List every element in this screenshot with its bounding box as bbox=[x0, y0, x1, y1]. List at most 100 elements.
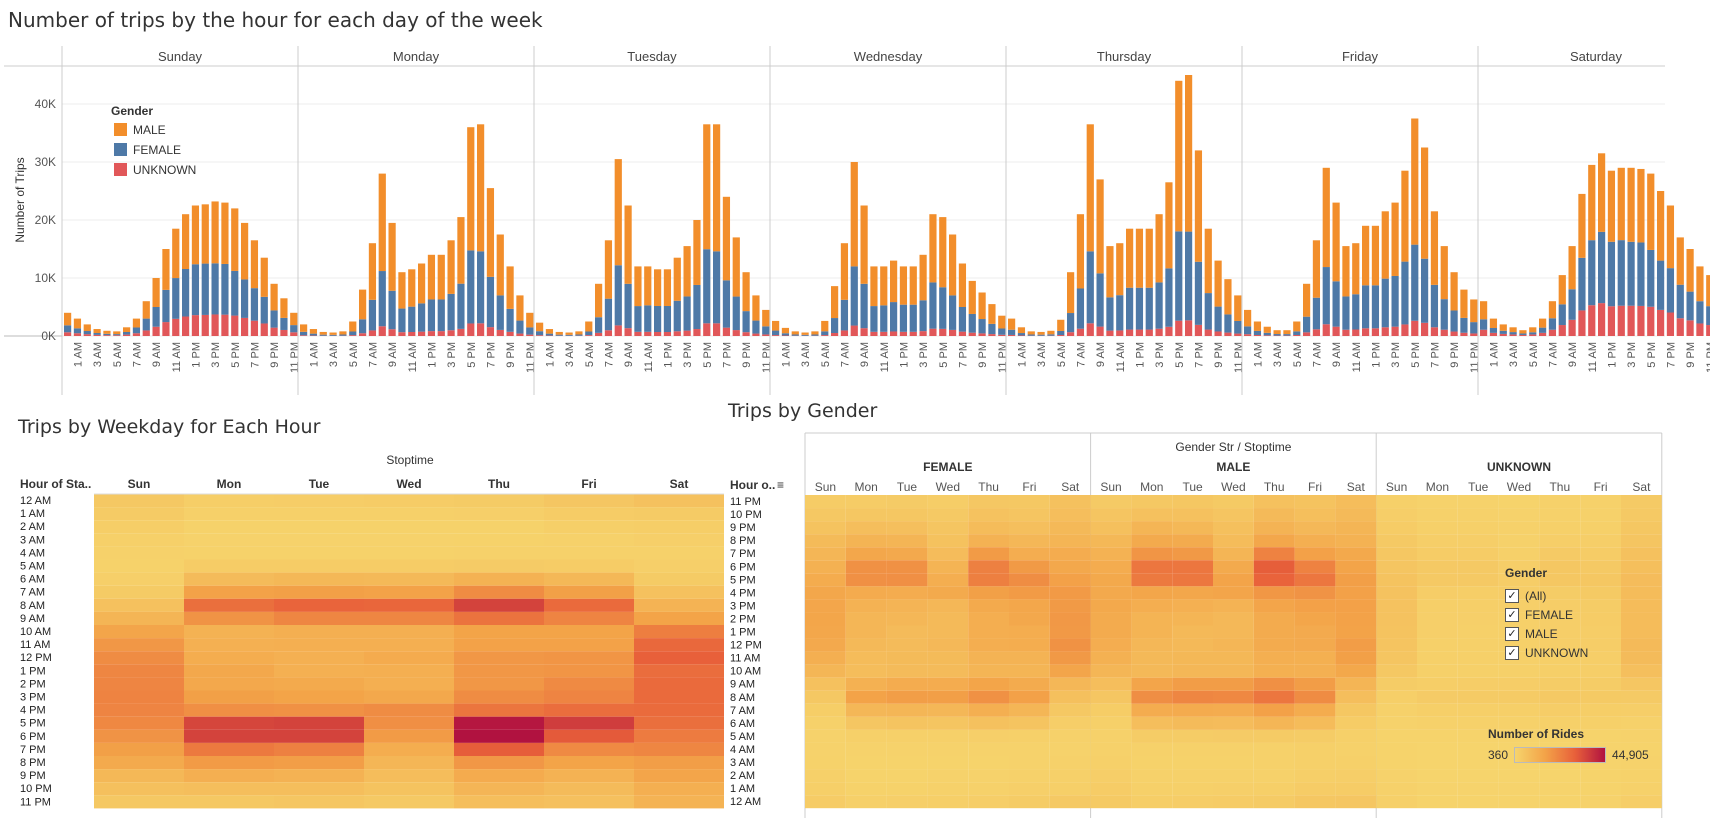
bar-segment-female bbox=[860, 283, 868, 329]
checkbox-checked-icon[interactable]: ✓ bbox=[1505, 645, 1519, 660]
heat-cell bbox=[1253, 677, 1295, 691]
heat-cell bbox=[1539, 495, 1581, 509]
heat-cell bbox=[968, 612, 1009, 626]
heat-cell bbox=[1457, 612, 1499, 626]
heat-cell bbox=[805, 742, 846, 756]
x-tick-label: 1 AM bbox=[1252, 342, 1264, 367]
bar-segment-male bbox=[742, 272, 750, 312]
heat-cell bbox=[274, 782, 364, 796]
col-header-mon: Mon bbox=[217, 477, 242, 491]
bar-segment-female bbox=[1076, 288, 1085, 329]
row-label: 5 PM bbox=[730, 574, 756, 586]
bar-segment-male bbox=[565, 332, 573, 335]
bar-segment-female bbox=[536, 331, 544, 336]
bar-segment-male bbox=[978, 292, 986, 320]
heat-cell bbox=[805, 782, 846, 796]
heat-cell bbox=[1131, 664, 1173, 678]
heat-cell bbox=[927, 495, 969, 509]
filter-option-male[interactable]: ✓ MALE bbox=[1505, 624, 1588, 643]
bar-segment-male bbox=[1224, 279, 1232, 315]
bar-segment-unknown bbox=[241, 317, 249, 336]
heat-cell bbox=[1131, 547, 1173, 561]
heat-cell bbox=[1049, 742, 1091, 756]
heat-cell bbox=[1213, 521, 1254, 535]
bar-segment-male bbox=[1126, 228, 1134, 288]
bar-segment-male bbox=[1106, 246, 1114, 298]
heat-cell bbox=[1294, 612, 1336, 626]
bar-segment-male bbox=[309, 329, 318, 334]
heat-cell bbox=[1621, 716, 1662, 730]
bar-segment-female bbox=[899, 304, 908, 332]
row-label: 3 PM bbox=[20, 692, 46, 704]
heat-cell bbox=[1621, 769, 1662, 783]
heat-cell bbox=[544, 611, 634, 625]
heat-cell bbox=[1457, 769, 1499, 783]
bar-segment-unknown bbox=[614, 325, 622, 336]
heat-cell bbox=[1580, 573, 1621, 587]
heat-cell bbox=[634, 795, 724, 809]
heat-cell bbox=[94, 729, 184, 743]
bar-segment-unknown bbox=[427, 331, 436, 336]
x-tick-label: 1 PM bbox=[1606, 342, 1618, 368]
heat-cell bbox=[1090, 560, 1132, 574]
bar-segment-female bbox=[801, 334, 809, 336]
heat-cell bbox=[1131, 703, 1173, 717]
heat-cell bbox=[364, 585, 454, 599]
heat-cell bbox=[805, 547, 846, 561]
x-tick-label: 3 PM bbox=[446, 342, 458, 368]
heat-cell bbox=[454, 756, 544, 770]
heat-cell bbox=[634, 598, 724, 612]
heat-cell bbox=[274, 651, 364, 665]
heat-cell bbox=[968, 677, 1009, 691]
x-tick-label: 1 AM bbox=[1016, 342, 1028, 367]
checkbox-checked-icon[interactable]: ✓ bbox=[1505, 588, 1519, 603]
gender-filter-title: Gender bbox=[1505, 566, 1548, 580]
filter-option-all[interactable]: ✓ (All) bbox=[1505, 586, 1588, 605]
weekday-heatmap: Stoptime Hour of Sta.. Sun Mon Tue Wed Thu Fri S… bbox=[20, 453, 724, 809]
bar-segment-male bbox=[536, 322, 544, 332]
heat-cell bbox=[1335, 729, 1377, 743]
checkbox-checked-icon[interactable]: ✓ bbox=[1505, 607, 1519, 622]
bar-segment-unknown bbox=[1332, 326, 1340, 336]
heat-cell bbox=[274, 716, 364, 730]
bar-segment-male bbox=[250, 240, 259, 289]
heat-cell bbox=[1049, 756, 1091, 770]
bar-segment-male bbox=[1647, 173, 1655, 250]
checkbox-checked-icon[interactable]: ✓ bbox=[1505, 626, 1519, 641]
heat-cell bbox=[1213, 729, 1254, 743]
heat-cell bbox=[1172, 573, 1213, 587]
bar-segment-female bbox=[1037, 334, 1045, 336]
heat-cell bbox=[1253, 795, 1295, 809]
bar-segment-female bbox=[1440, 299, 1448, 330]
y-tick-label: 10K bbox=[35, 271, 56, 285]
heat-cell bbox=[886, 795, 928, 809]
heat-cell bbox=[845, 690, 887, 704]
heat-cell bbox=[364, 742, 454, 756]
col-header-mon: Mon bbox=[1426, 480, 1449, 494]
heat-cell bbox=[1131, 729, 1173, 743]
bar-segment-female bbox=[319, 334, 327, 336]
bar-segment-unknown bbox=[929, 328, 937, 336]
heat-cell bbox=[364, 795, 454, 809]
heat-cell bbox=[1253, 664, 1295, 678]
heat-cell bbox=[274, 611, 364, 625]
heat-cell bbox=[1009, 508, 1050, 522]
heat-cell bbox=[274, 769, 364, 783]
filter-option-unknown[interactable]: ✓ UNKNOWN bbox=[1505, 643, 1588, 662]
bar-segment-male bbox=[1076, 214, 1085, 289]
heat-cell bbox=[1457, 716, 1499, 730]
heat-cell bbox=[1580, 651, 1621, 665]
bar-segment-female bbox=[1185, 231, 1193, 321]
heat-cell bbox=[1090, 677, 1132, 691]
y-tick-label: 20K bbox=[35, 213, 56, 227]
bar-segment-female bbox=[290, 325, 298, 333]
heat-cell bbox=[805, 795, 846, 809]
x-tick-label: 9 PM bbox=[1213, 342, 1225, 368]
bar-segment-female bbox=[506, 308, 514, 332]
row-label: 12 PM bbox=[20, 652, 52, 664]
filter-option-female[interactable]: ✓ FEMALE bbox=[1505, 605, 1588, 624]
legend-swatch-unknown bbox=[114, 163, 127, 176]
col-header-sun: Sun bbox=[128, 477, 151, 491]
heat-cell bbox=[927, 769, 969, 783]
bar-segment-female bbox=[890, 302, 898, 332]
